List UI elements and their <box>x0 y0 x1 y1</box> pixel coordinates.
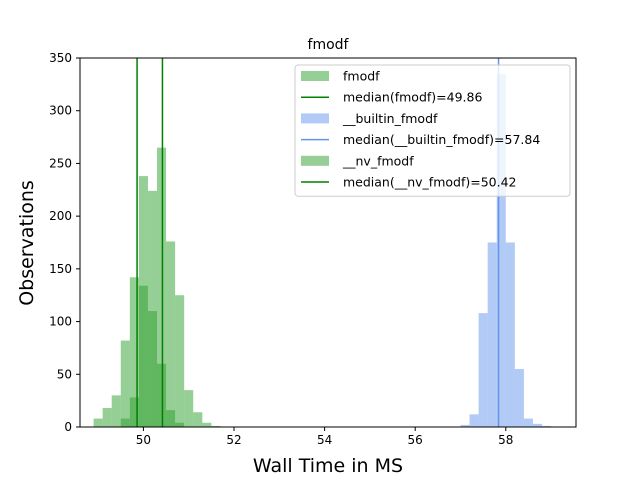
histogram-bar-s2-b6 <box>175 422 185 427</box>
x-tick-label-1: 52 <box>226 433 241 447</box>
legend-label-2: __builtin_fmodf <box>342 111 438 126</box>
legend-swatch-0 <box>301 71 329 81</box>
histogram-bar-s0-b13 <box>211 425 221 427</box>
x-tick-label-2: 54 <box>317 433 332 447</box>
histogram-bar-s0-b10 <box>184 390 194 427</box>
legend-box <box>294 64 571 197</box>
histogram-bar-s0-b3 <box>120 340 130 427</box>
y-tick-label-4: 200 <box>49 209 72 223</box>
legend-swatch-2 <box>301 113 329 124</box>
histogram-bar-s1-b1 <box>469 414 479 427</box>
y-axis-label: Observations <box>16 180 38 306</box>
histogram-bar-s0-b7 <box>157 147 167 427</box>
legend: fmodf median(fmodf)=49.86 __builtin_fmodfm… <box>294 64 571 197</box>
y-tick-label-0: 0 <box>64 420 72 434</box>
histogram-bar-s1-b6 <box>514 369 524 427</box>
plot-frame <box>79 57 577 428</box>
y-tick-label-6: 300 <box>49 104 72 118</box>
histogram-bars <box>93 73 552 428</box>
legend-label-4: __nv_fmodf <box>342 153 414 168</box>
histogram-bar-s0-b12 <box>202 422 212 427</box>
histogram-bar-s2-b1 <box>129 397 139 427</box>
legend-label-1: median(fmodf)=49.86 <box>343 90 482 105</box>
y-tick-label-3: 150 <box>49 262 72 276</box>
legend-label-5: median(__nv_fmodf)=50.42 <box>343 175 517 190</box>
legend-label-0: fmodf <box>343 69 380 84</box>
histogram-bar-s2-b0 <box>120 418 130 427</box>
histogram-bar-s0-b4 <box>129 277 139 427</box>
histogram-bar-s2-b4 <box>157 363 167 427</box>
chart-title: fmodf <box>308 37 350 53</box>
histogram-bar-s2-b3 <box>147 311 158 427</box>
x-tick-label-3: 56 <box>408 433 423 447</box>
histogram-bar-s0-b11 <box>193 412 203 427</box>
histogram-bar-s1-b5 <box>505 242 515 427</box>
histogram-bar-s1-b2 <box>478 313 488 427</box>
histogram-bar-s1-b8 <box>532 423 543 427</box>
y-tick-label-1: 50 <box>57 367 72 381</box>
histogram-bar-s1-b7 <box>523 418 533 427</box>
histogram-bar-s1-b4 <box>496 73 506 428</box>
histogram-bar-s2-b5 <box>166 410 176 427</box>
histogram-bar-s0-b2 <box>111 395 121 427</box>
y-tick-label-7: 350 <box>49 51 72 65</box>
legend-label-3: median(__builtin_fmodf)=57.84 <box>343 132 540 147</box>
x-axis-label: Wall Time in MS <box>253 455 403 477</box>
y-tick-label-5: 250 <box>49 156 72 170</box>
histogram-bar-s1-b9 <box>542 425 552 427</box>
histogram-bar-s1-b0 <box>460 424 470 427</box>
x-axis-ticks: 50 52 54 56 58 <box>136 427 513 447</box>
histogram-bar-s0-b6 <box>147 190 158 427</box>
y-tick-label-2: 100 <box>49 315 72 329</box>
histogram-bar-s0-b8 <box>166 241 176 427</box>
histogram-bar-s0-b1 <box>102 408 112 427</box>
x-tick-label-4: 58 <box>498 433 513 447</box>
legend-swatch-4 <box>301 155 329 166</box>
x-tick-label-0: 50 <box>136 433 151 447</box>
histogram-bar-s2-b2 <box>138 285 148 427</box>
histogram-bar-s1-b3 <box>487 242 497 427</box>
histogram-bar-s0-b9 <box>175 295 185 427</box>
y-axis-ticks: 0 50 100 150 200 250 300 350 <box>49 51 80 434</box>
histogram-bar-s0-b0 <box>93 418 103 427</box>
